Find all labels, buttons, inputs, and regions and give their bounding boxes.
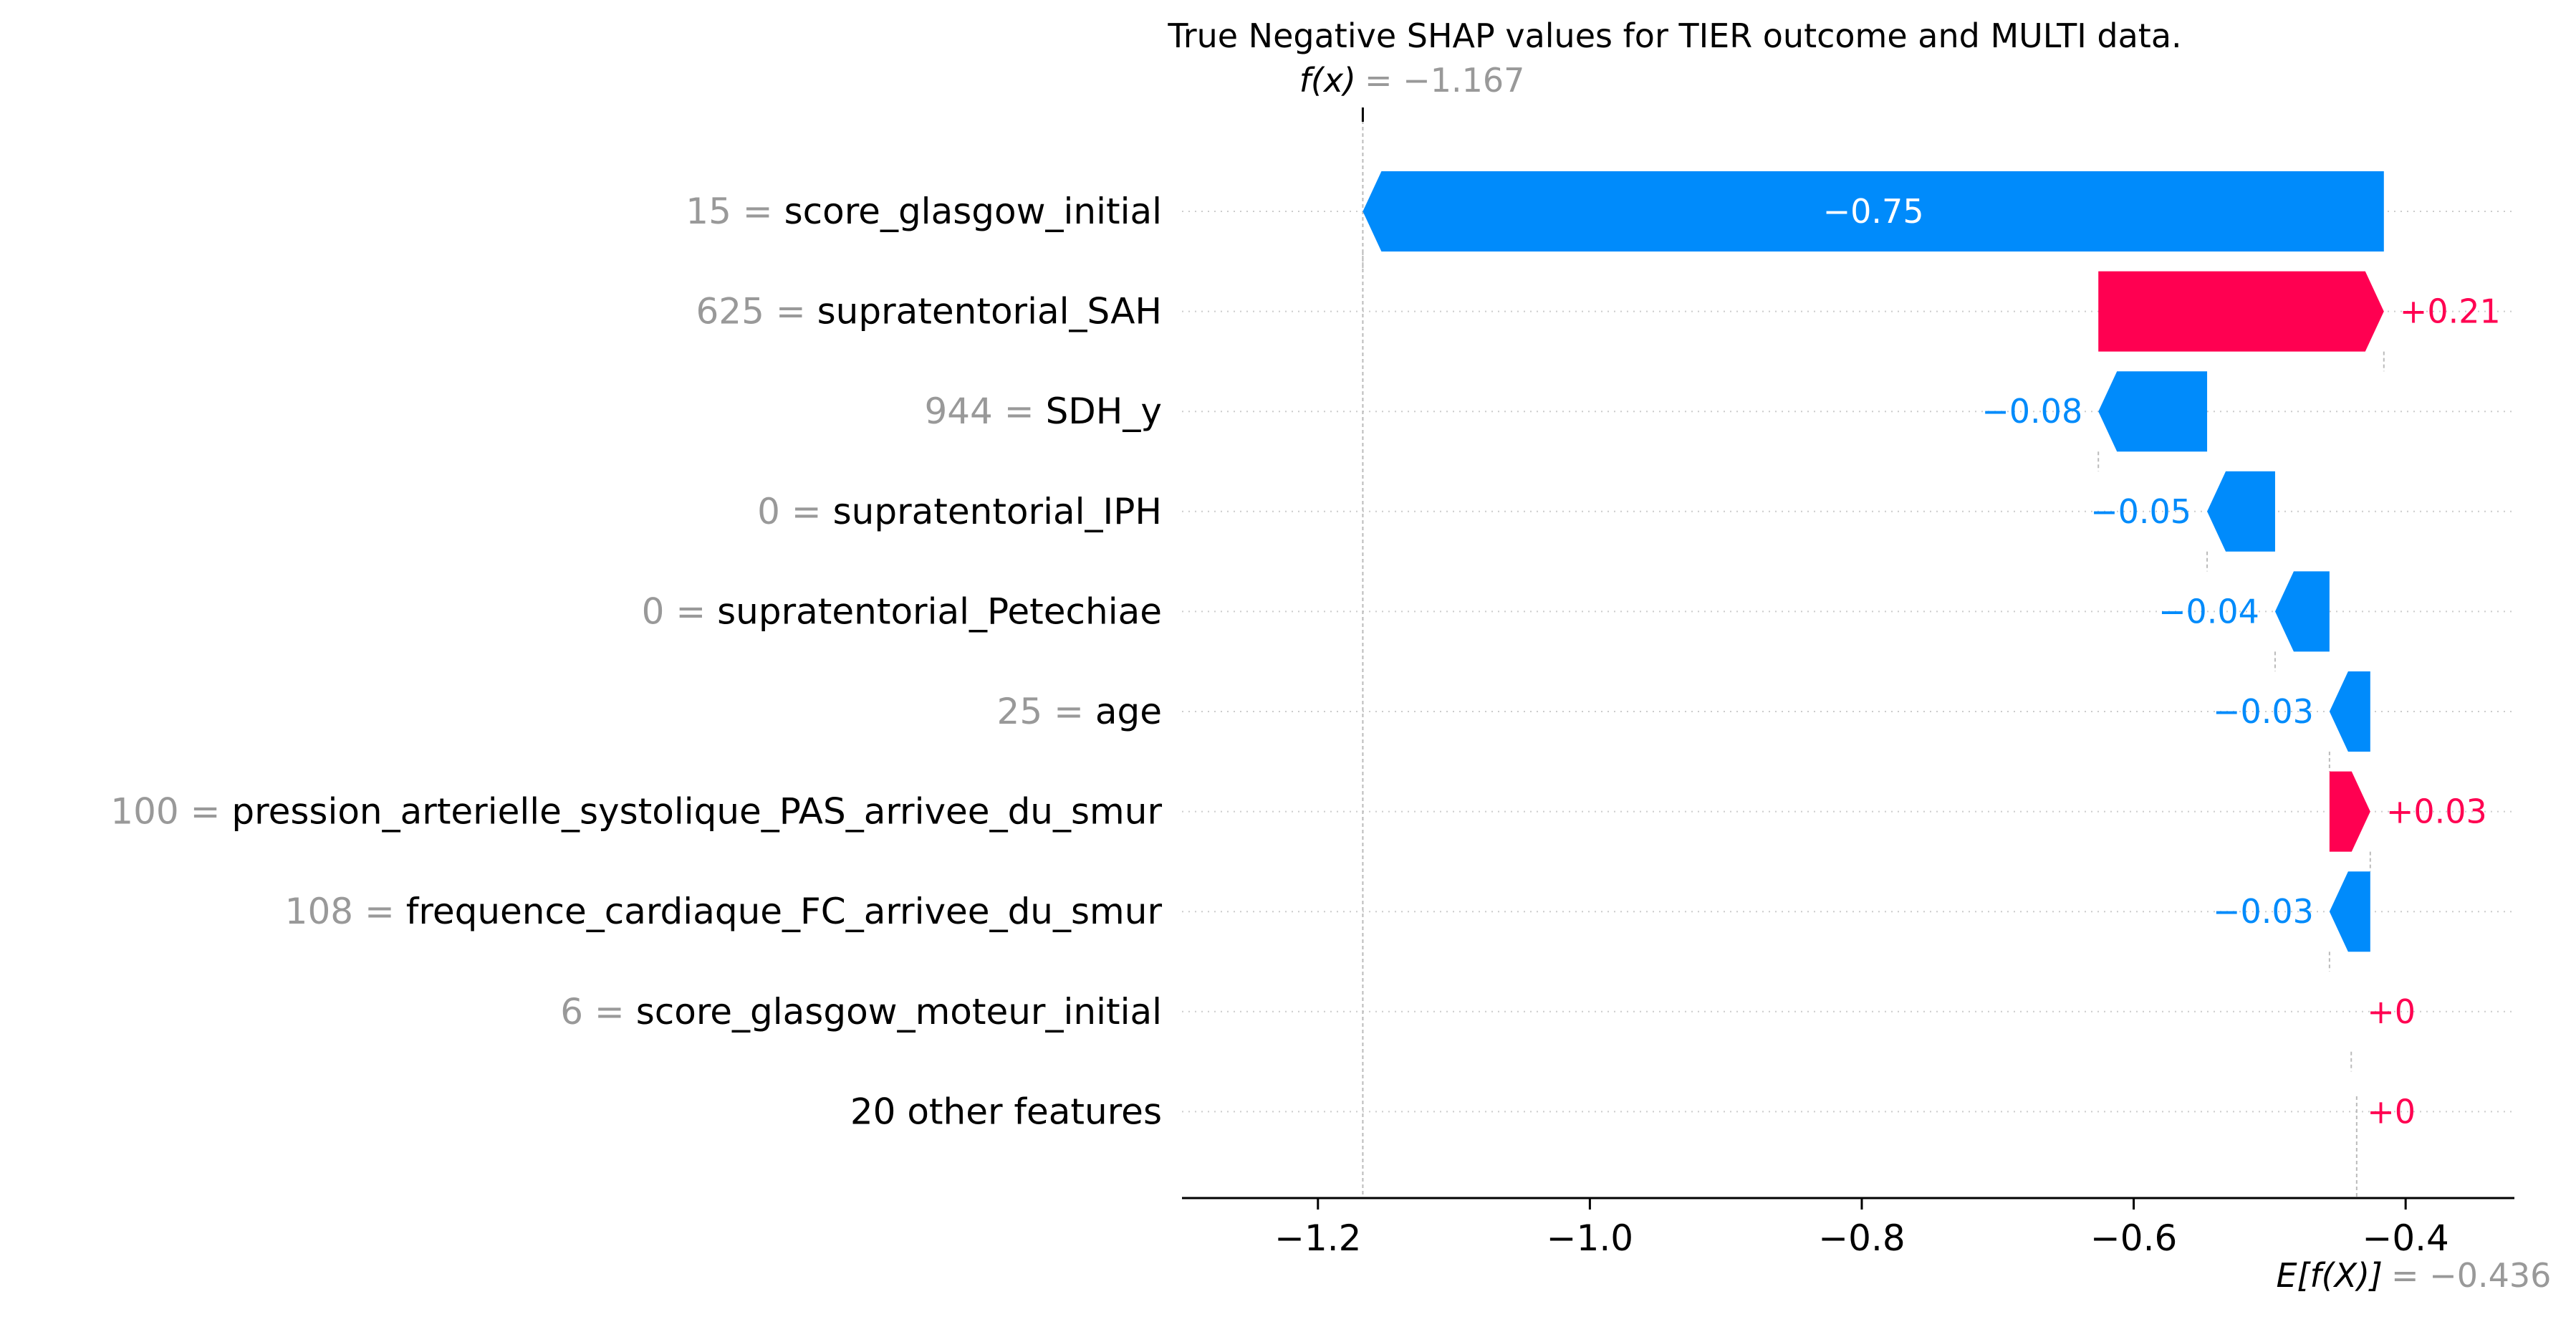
- connector-lines: [1361, 107, 2385, 1198]
- shap-bar: [2098, 271, 2384, 352]
- feature-value: 108 =: [285, 891, 406, 932]
- feature-label: 625 = supratentorial_SAH: [696, 291, 1163, 332]
- feature-name: supratentorial_IPH: [833, 491, 1162, 532]
- feature-name: SDH_y: [1046, 391, 1162, 432]
- shap-bar: [2329, 871, 2370, 952]
- feature-label: 100 = pression_arterielle_systolique_PAS…: [110, 791, 1162, 833]
- feature-name: supratentorial_SAH: [817, 291, 1162, 332]
- shap-value-label: +0.03: [2386, 792, 2487, 831]
- feature-value: 6 =: [560, 991, 636, 1033]
- x-axis-ticks: −1.2 −1.0 −0.8 −0.6 −0.4: [1274, 1198, 2449, 1259]
- feature-label: 944 = SDH_y: [924, 391, 1162, 432]
- shap-value-label: +0: [2367, 992, 2416, 1031]
- efx-value: = −0.436: [2391, 1256, 2551, 1295]
- fx-annotation: f(x) = −1.167: [1299, 61, 1525, 100]
- shap-bar: [2274, 571, 2330, 652]
- feature-label: 108 = frequence_cardiaque_FC_arrivee_du_…: [285, 891, 1163, 932]
- shap-value-label: +0.21: [2400, 292, 2501, 331]
- feature-name: 20 other features: [850, 1091, 1162, 1132]
- x-tick-label: −0.4: [2362, 1217, 2448, 1259]
- feature-label: 15 = score_glasgow_initial: [686, 191, 1162, 232]
- shap-bar: [2329, 671, 2370, 752]
- x-tick-label: −0.6: [2090, 1217, 2177, 1259]
- efx-annotation: E[f(X)] = −0.436: [2276, 1256, 2551, 1295]
- feature-value: 25 =: [997, 691, 1095, 732]
- bars: [1363, 171, 2384, 952]
- shap-value-label: −0.05: [2090, 492, 2191, 531]
- shap-bar: [1363, 171, 2384, 252]
- feature-label: 0 = supratentorial_IPH: [757, 491, 1162, 532]
- feature-name: supratentorial_Petechiae: [717, 590, 1162, 632]
- x-axis: −1.2 −1.0 −0.8 −0.6 −0.4: [1182, 1197, 2514, 1259]
- feature-value: 0 =: [642, 590, 718, 632]
- fx-label: f(x): [1299, 61, 1356, 100]
- chart-title: True Negative SHAP values for TIER outco…: [1167, 16, 2181, 55]
- shap-value-label: +0: [2367, 1092, 2416, 1131]
- feature-labels: −0.75 15 = score_glasgow_initial +0.21 625 …: [110, 191, 2500, 1132]
- shap-value-label: −0.03: [2213, 892, 2314, 931]
- feature-label: 6 = score_glasgow_moteur_initial: [560, 991, 1162, 1033]
- feature-value: 944 =: [924, 391, 1045, 432]
- x-tick-label: −1.2: [1274, 1217, 1361, 1259]
- shap-value-label: −0.75: [1823, 192, 1924, 231]
- shap-value-label: −0.04: [2158, 592, 2259, 631]
- fx-value: = −1.167: [1365, 61, 1524, 100]
- shap-value-label: −0.08: [1981, 392, 2082, 431]
- feature-name: score_glasgow_moteur_initial: [636, 991, 1162, 1033]
- x-tick-label: −0.8: [1818, 1217, 1905, 1259]
- feature-label: 25 = age: [997, 691, 1162, 732]
- shap-value-label: −0.03: [2213, 692, 2314, 731]
- feature-value: 0 =: [757, 491, 833, 532]
- feature-label: 0 = supratentorial_Petechiae: [642, 590, 1162, 632]
- shap-bar: [2207, 471, 2275, 552]
- feature-value: 100 =: [110, 791, 231, 833]
- shap-bar: [2098, 371, 2208, 452]
- x-tick-label: −1.0: [1547, 1217, 1633, 1259]
- feature-name: pression_arterielle_systolique_PAS_arriv…: [231, 791, 1162, 833]
- feature-value: 625 =: [696, 291, 817, 332]
- feature-value: 15 =: [686, 191, 784, 232]
- feature-name: frequence_cardiaque_FC_arrivee_du_smur: [406, 891, 1163, 932]
- efx-label: E[f(X)]: [2276, 1256, 2383, 1295]
- shap-bar: [2329, 771, 2370, 852]
- feature-name: score_glasgow_initial: [784, 191, 1162, 232]
- feature-name: age: [1095, 691, 1162, 732]
- feature-label: 20 other features: [850, 1091, 1162, 1132]
